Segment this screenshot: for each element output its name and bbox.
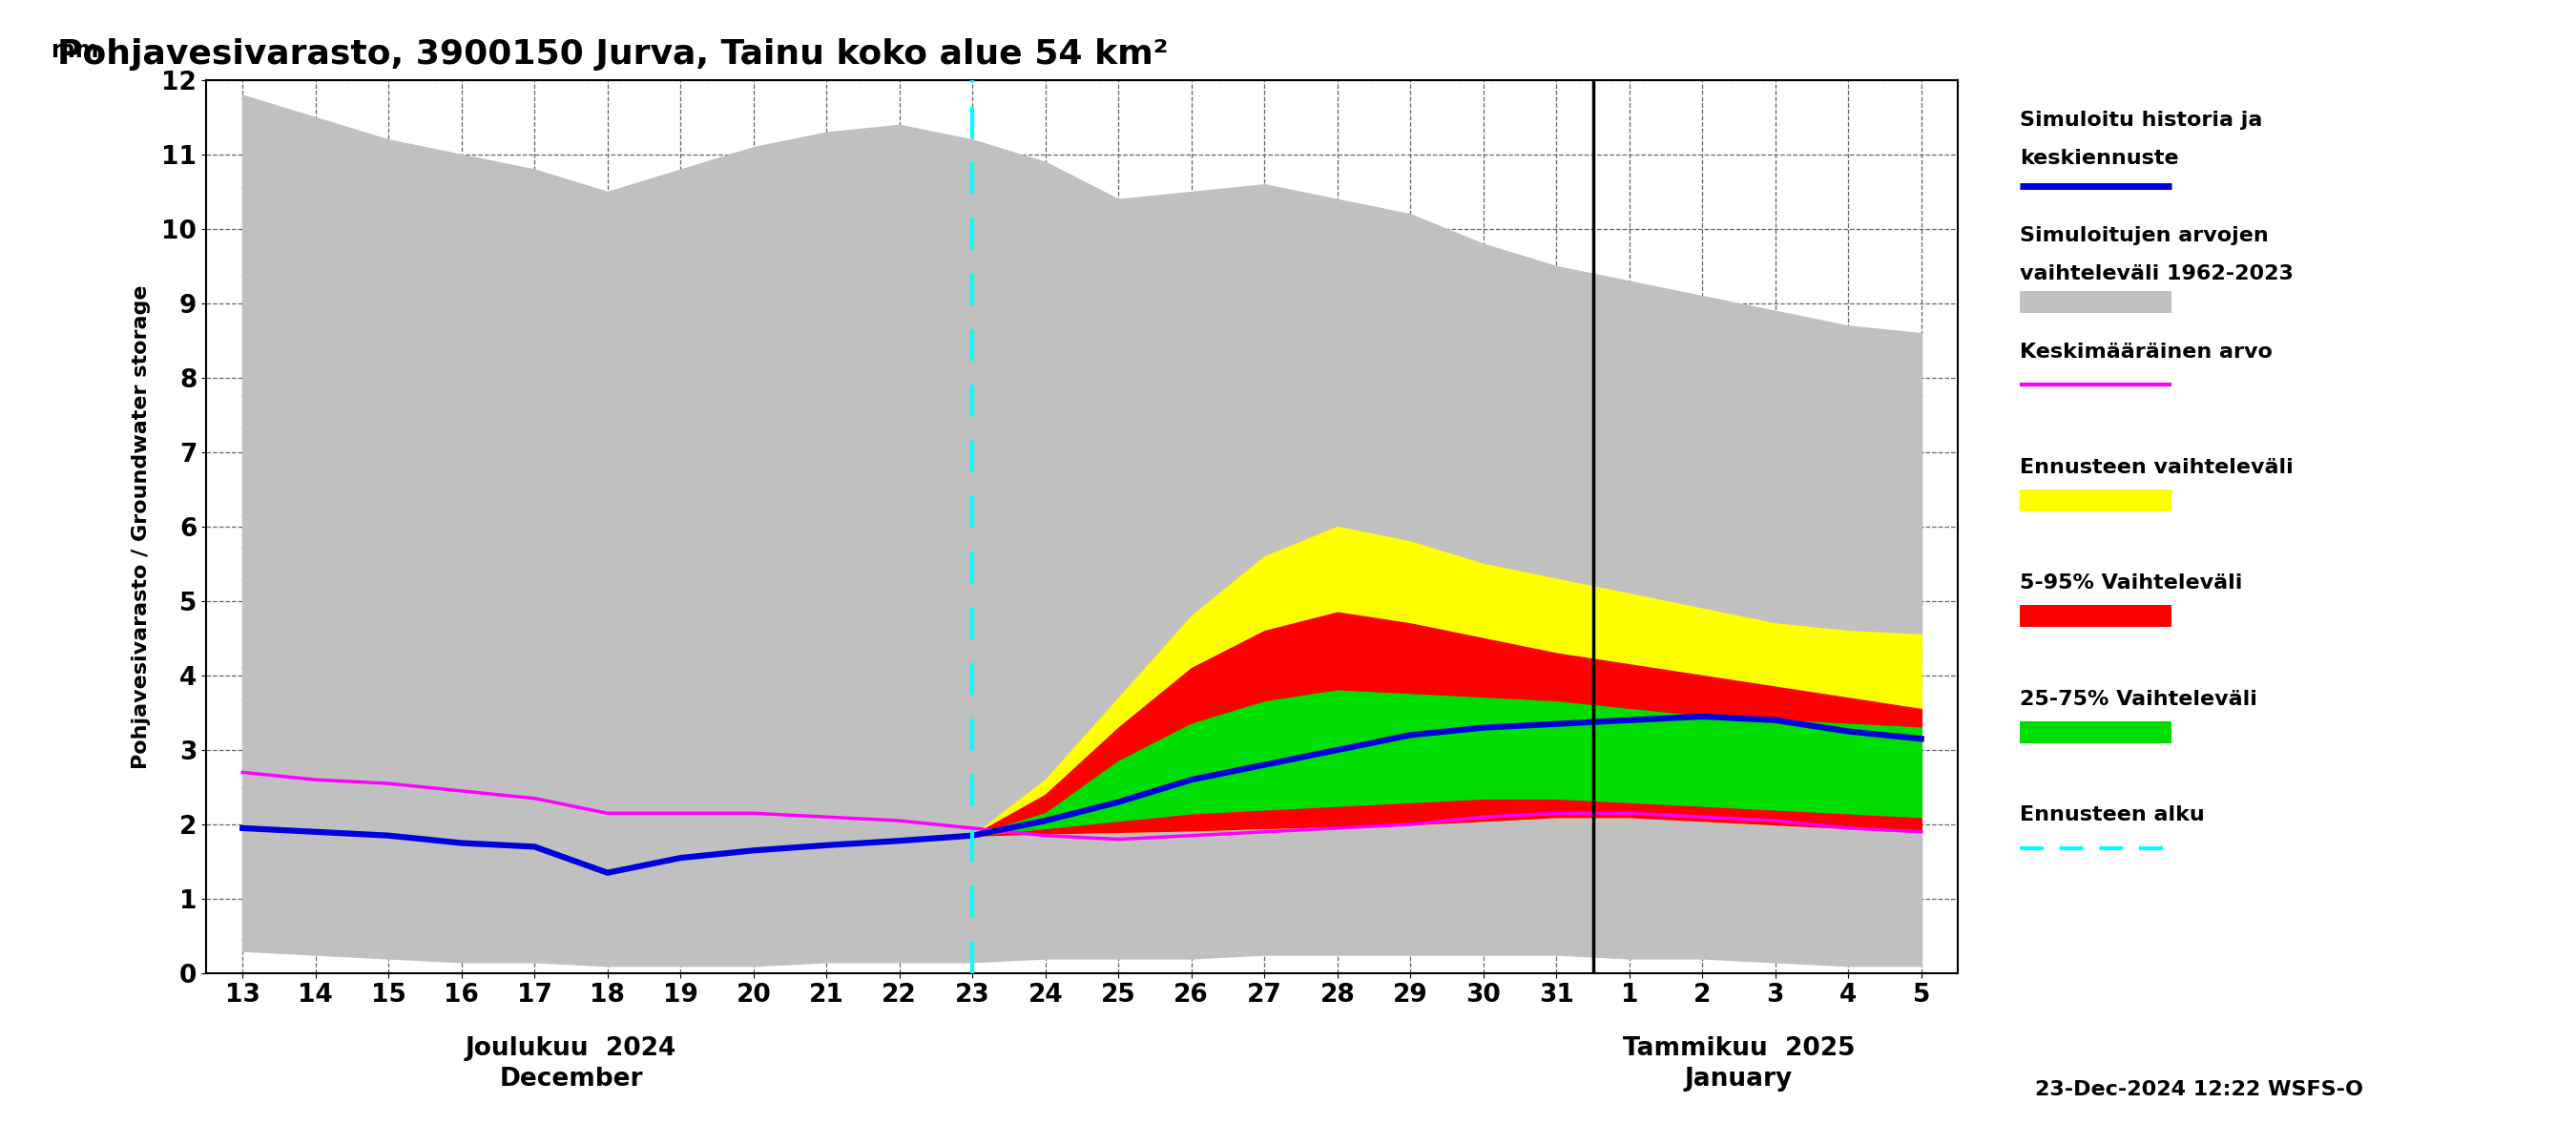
FancyBboxPatch shape (2020, 291, 2172, 313)
Text: December: December (500, 1066, 644, 1091)
Text: 5-95% Vaihteleväli: 5-95% Vaihteleväli (2020, 574, 2244, 593)
Text: Simuloitujen arvojen: Simuloitujen arvojen (2020, 227, 2269, 245)
Text: vaihteleväli 1962-2023: vaihteleväli 1962-2023 (2020, 264, 2293, 284)
Text: 23-Dec-2024 12:22 WSFS-O: 23-Dec-2024 12:22 WSFS-O (2035, 1080, 2362, 1099)
Text: mm: mm (52, 39, 98, 62)
Text: Keskimääräinen arvo: Keskimääräinen arvo (2020, 342, 2272, 361)
Text: January: January (1685, 1066, 1793, 1091)
Text: Ennusteen alku: Ennusteen alku (2020, 806, 2205, 824)
Text: keskiennuste: keskiennuste (2020, 149, 2179, 168)
Text: Simuloitu historia ja: Simuloitu historia ja (2020, 110, 2262, 129)
FancyBboxPatch shape (2020, 489, 2172, 512)
Text: Joulukuu  2024: Joulukuu 2024 (466, 1036, 677, 1061)
FancyBboxPatch shape (2020, 605, 2172, 627)
Text: Pohjavesivarasto, 3900150 Jurva, Tainu koko alue 54 km²: Pohjavesivarasto, 3900150 Jurva, Tainu k… (57, 39, 1167, 71)
Text: Ennusteen vaihteleväli: Ennusteen vaihteleväli (2020, 458, 2293, 477)
FancyBboxPatch shape (2020, 721, 2172, 743)
Text: 25-75% Vaihteleväli: 25-75% Vaihteleväli (2020, 689, 2257, 709)
Text: Tammikuu  2025: Tammikuu 2025 (1623, 1036, 1855, 1061)
Y-axis label: Pohjavesivarasto / Groundwater storage: Pohjavesivarasto / Groundwater storage (131, 285, 152, 768)
